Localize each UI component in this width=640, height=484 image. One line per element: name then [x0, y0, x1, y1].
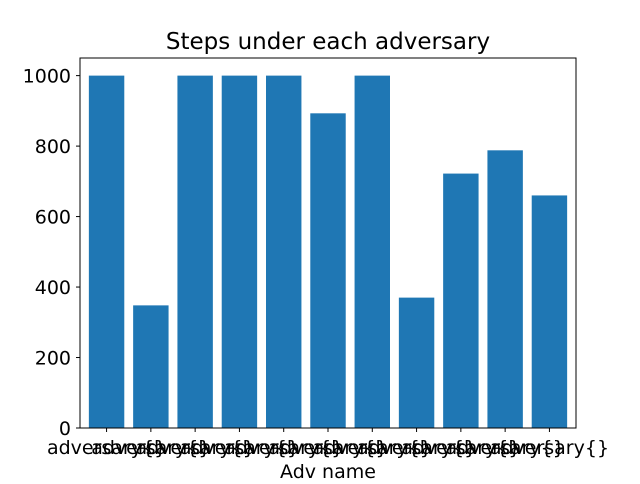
bar — [354, 75, 390, 429]
bar — [487, 150, 523, 428]
y-tick-label: 600 — [35, 207, 71, 229]
bar — [398, 297, 435, 428]
bar — [88, 75, 125, 429]
x-tick-label: adversary{} — [446, 437, 565, 459]
y-tick-label: 400 — [35, 277, 71, 299]
y-tick-label: 200 — [35, 348, 71, 370]
x-axis-label: Adv name — [280, 461, 376, 480]
x-tick-labels: adversary{}adversary{}adversary{}adversa… — [47, 428, 609, 459]
x-tick-label: adversary{} — [224, 437, 343, 459]
bar — [221, 75, 258, 429]
x-tick-label: adversary{} — [268, 437, 387, 459]
bar — [266, 75, 302, 429]
x-tick-label: adversary{} — [91, 437, 210, 459]
x-tick-label: adversary{} — [313, 437, 432, 459]
bar — [531, 195, 568, 428]
plot-frame — [79, 57, 577, 429]
y-tick-label: 1000 — [23, 66, 71, 88]
bar — [133, 305, 169, 428]
x-tick-label: adversary{} — [490, 437, 609, 459]
x-tick-label: adversary{} — [47, 437, 166, 459]
y-tick-label: 800 — [35, 136, 71, 158]
bar — [310, 113, 346, 428]
x-tick-label: adversary{} — [401, 437, 520, 459]
y-tick-label: 0 — [59, 418, 71, 440]
chart-title: Steps under each adversary — [166, 29, 490, 55]
x-tick-label: adversary{} — [136, 437, 255, 459]
bars-group — [88, 75, 568, 429]
y-axis-ticks: 0 200 400 600 800 1000 — [23, 66, 80, 440]
x-tick-label: adversary{} — [357, 437, 476, 459]
x-tick-label: adversary{} — [180, 437, 299, 459]
bar — [177, 75, 213, 429]
bar — [443, 173, 479, 428]
